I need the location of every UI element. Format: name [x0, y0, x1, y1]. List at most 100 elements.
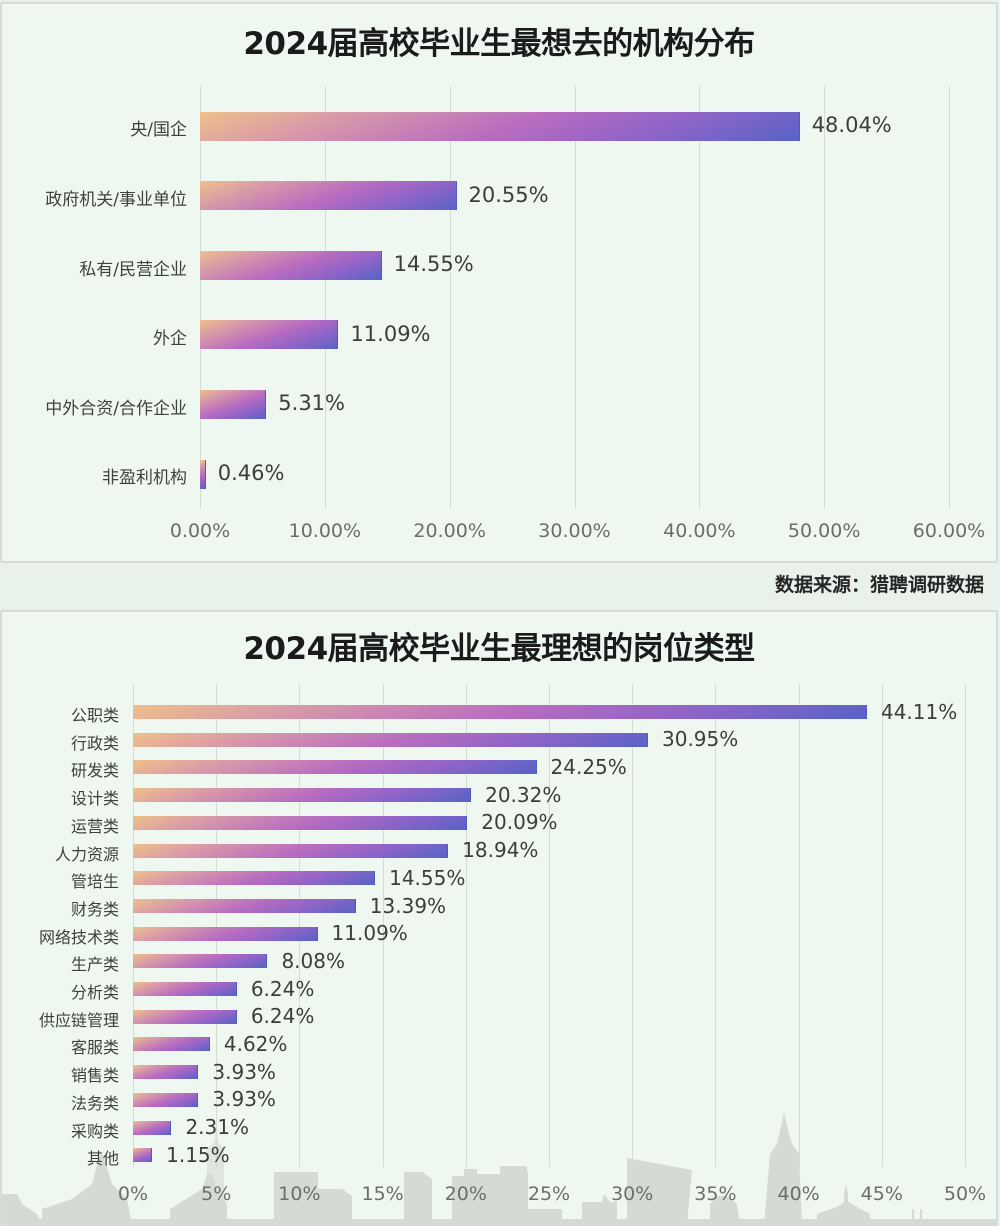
x-gridline [549, 684, 550, 1167]
value-label: 1.15% [166, 1142, 230, 1167]
bar [133, 982, 237, 996]
x-tick-label: 15% [361, 1183, 404, 1205]
value-label: 6.24% [250, 1004, 315, 1029]
category-label: 行政类 [70, 733, 119, 753]
x-tick-label: 25% [527, 1183, 571, 1205]
x-tick-label: 45% [860, 1183, 903, 1205]
value-label: 5.31% [278, 391, 345, 416]
x-tick-label: 50.00% [787, 520, 861, 542]
value-label: 2.31% [185, 1115, 249, 1140]
x-tick-label: 35% [694, 1183, 737, 1205]
category-label: 公职类 [70, 706, 119, 726]
category-label: 财务类 [70, 899, 119, 919]
bar [133, 788, 472, 803]
category-label: 其他 [86, 1149, 119, 1169]
x-gridline [574, 86, 576, 509]
bar [133, 1065, 199, 1080]
bar [200, 250, 382, 280]
bar [200, 320, 339, 350]
x-gridline [824, 86, 826, 509]
bar [133, 1148, 153, 1163]
bar [200, 111, 800, 141]
bar [133, 926, 318, 941]
bar [133, 1092, 199, 1107]
bar [133, 760, 537, 775]
category-label: 法务类 [70, 1093, 119, 1113]
x-gridline [216, 684, 218, 1167]
x-gridline [798, 684, 800, 1167]
value-label: 13.39% [369, 893, 447, 918]
x-tick-label: 20.00% [413, 520, 486, 542]
bar [200, 181, 457, 211]
bar [133, 898, 356, 913]
x-tick-label: 30% [611, 1183, 654, 1205]
category-label: 私有/民营企业 [79, 259, 187, 280]
x-tick-label: 50% [943, 1183, 987, 1205]
value-label: 0.46% [217, 460, 285, 485]
bar [133, 705, 867, 719]
category-label: 客服类 [70, 1038, 119, 1058]
x-gridline [133, 684, 134, 1167]
chart-title: 2024届高校毕业生最想去的机构分布 [243, 26, 755, 62]
chart-panel-institution-distribution: 2024届高校毕业生最想去的机构分布 0.00% 10.00% 20.00% 30.0… [0, 2, 998, 563]
category-label: 外企 [153, 329, 187, 350]
x-tick-label: 40% [777, 1183, 820, 1205]
bar [133, 1009, 237, 1024]
bar [200, 459, 206, 489]
x-gridline [299, 684, 301, 1167]
value-label: 6.24% [250, 976, 315, 1001]
value-label: 24.25% [550, 755, 627, 779]
category-label: 设计类 [70, 789, 119, 809]
value-label: 18.94% [462, 838, 539, 863]
category-label: 采购类 [70, 1121, 119, 1141]
bar [133, 954, 268, 969]
x-gridline [200, 86, 201, 509]
value-label: 20.55% [468, 182, 549, 207]
value-label: 30.95% [662, 727, 739, 752]
category-label: 研发类 [70, 761, 119, 781]
category-label: 分析类 [70, 983, 119, 1003]
chart-title: 2024届高校毕业生最理想的岗位类型 [243, 631, 755, 667]
x-gridline [465, 684, 467, 1167]
x-gridline [881, 684, 883, 1167]
value-label: 48.04% [811, 112, 892, 137]
x-gridline [449, 86, 451, 509]
chart-panel-ideal-job-types: 2024届高校毕业生最理想的岗位类型 0% 5% 10% 15% 20% 25% 30% 35… [0, 610, 998, 1226]
value-label: 20.32% [485, 782, 562, 807]
data-source-note: 数据来源：猎聘调研数据 [774, 574, 984, 596]
value-label: 8.08% [281, 948, 345, 973]
category-label: 政府机关/事业单位 [45, 190, 187, 211]
bar [133, 871, 376, 886]
x-tick-label: 30.00% [538, 520, 611, 542]
bar [133, 1037, 210, 1052]
x-tick-label: 60.00% [912, 520, 986, 542]
category-label: 人力资源 [54, 844, 119, 864]
value-label: 11.09% [350, 321, 431, 346]
bar-chart-job-types: 0% 5% 10% 15% 20% 25% 30% 35% 40% 45% 50% 公职类 44.11%… [2, 612, 996, 1224]
category-label: 生产类 [70, 955, 119, 975]
x-gridline [382, 684, 384, 1167]
category-label: 销售类 [70, 1066, 119, 1086]
value-label: 14.55% [389, 865, 466, 890]
category-label: 供应链管理 [38, 1010, 119, 1030]
x-tick-label: 5% [201, 1183, 232, 1205]
x-tick-label: 0% [117, 1183, 149, 1205]
x-tick-label: 10% [278, 1183, 321, 1205]
value-label: 3.93% [212, 1059, 276, 1084]
bar [133, 843, 449, 858]
x-gridline [715, 684, 717, 1167]
value-label: 14.55% [393, 252, 474, 277]
category-label: 运营类 [70, 816, 119, 836]
x-gridline [632, 684, 634, 1167]
value-label: 11.09% [331, 921, 408, 946]
category-label: 央/国企 [130, 120, 187, 141]
bar [200, 389, 267, 419]
value-label: 4.62% [223, 1032, 288, 1056]
x-tick-label: 40.00% [663, 520, 736, 542]
bar [133, 815, 468, 830]
bar [133, 1120, 172, 1135]
value-label: 3.93% [212, 1087, 276, 1112]
x-gridline [699, 86, 701, 509]
bar-chart-institutions: 0.00% 10.00% 20.00% 30.00% 40.00% 50.00% 60.00… [2, 4, 1000, 565]
x-tick-label: 0.00% [169, 520, 231, 542]
